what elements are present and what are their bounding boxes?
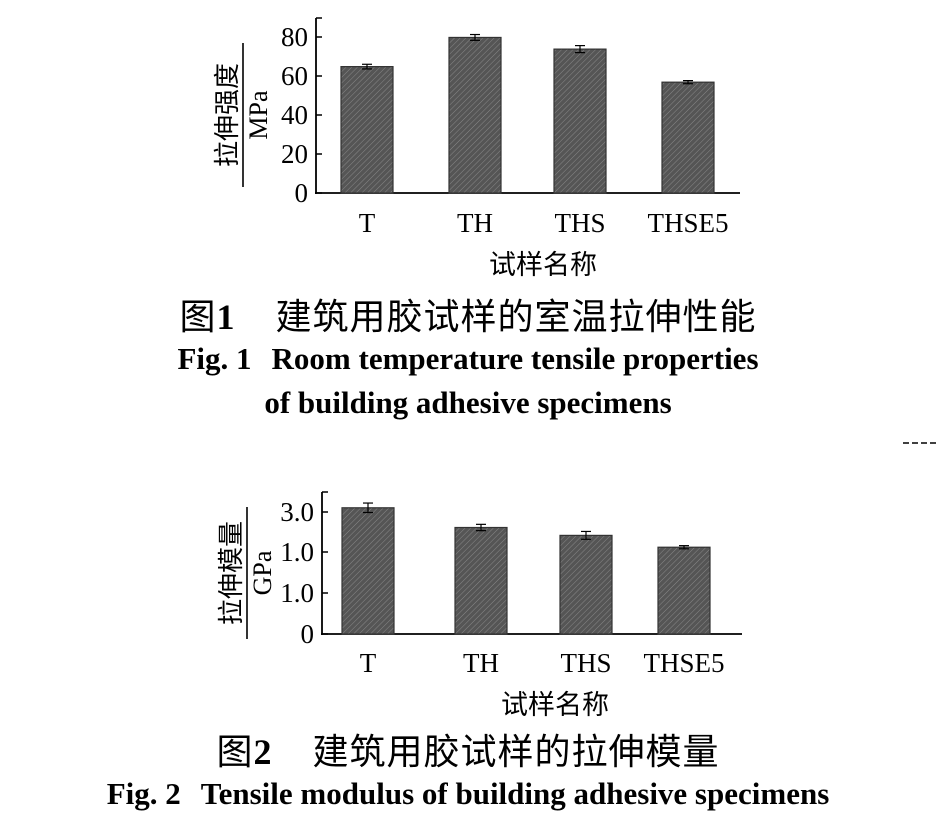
y-axis-label-unit: MPa — [244, 90, 273, 140]
y-axis-label-quantity: 拉伸强度 — [213, 63, 243, 167]
figure2-title-en: Tensile modulus of building adhesive spe… — [200, 776, 830, 811]
bar — [553, 48, 607, 194]
y-tick-label: 20 — [281, 139, 308, 169]
x-tick-label: T — [360, 648, 377, 678]
tensile-strength-chart: 0 20 40 60 80 T TH THS THSE5 试样名称 拉伸强度 MPa — [213, 17, 740, 281]
y-axis-label-quantity: 拉伸模量 — [217, 521, 247, 625]
figure1-label-cn: 图 — [179, 297, 217, 338]
figure2-number-en: Fig. 2 — [106, 776, 181, 811]
bar — [661, 81, 715, 194]
bar — [454, 526, 508, 635]
figure1-number-cn: 1 — [216, 297, 236, 337]
figure2-number-cn: 2 — [253, 732, 273, 772]
x-tick-label: THSE5 — [648, 208, 729, 238]
figure1-caption-en-line1: Fig. 1 Room temperature tensile propertie… — [0, 341, 936, 377]
figure1-title-cn: 建筑用胶试样的室温拉伸性能 — [275, 297, 757, 338]
y-axis-label-unit: GPa — [248, 550, 277, 595]
bar — [341, 507, 395, 635]
y-tick-label: 0 — [301, 619, 315, 649]
bar — [340, 66, 394, 194]
x-tick-label: TH — [457, 208, 493, 238]
y-tick-label: 0 — [295, 178, 309, 208]
bar — [657, 546, 711, 635]
y-axis-label: 拉伸强度 MPa — [213, 43, 273, 187]
y-tick-label: 3.0 — [280, 497, 314, 527]
y-axis-label: 拉伸模量 GPa — [217, 507, 277, 639]
x-axis-label: 试样名称 — [501, 690, 609, 721]
x-tick-label: T — [359, 208, 376, 238]
figure1-title-en-1: Room temperature tensile properties — [271, 341, 759, 376]
x-tick-label: THS — [560, 648, 611, 678]
x-tick-label: THSE5 — [644, 648, 725, 678]
figure2-title-cn: 建筑用胶试样的拉伸模量 — [312, 732, 720, 773]
bar — [448, 36, 502, 194]
x-axis-label: 试样名称 — [489, 250, 597, 281]
figure2-caption-en: Fig. 2 Tensile modulus of building adhesi… — [0, 776, 936, 812]
figure1-number-en: Fig. 1 — [177, 341, 252, 376]
x-tick-label: THS — [554, 208, 605, 238]
y-tick-label: 1.0 — [280, 578, 314, 608]
y-tick-label: 60 — [281, 61, 308, 91]
y-tick-label: 1.0 — [280, 537, 314, 567]
y-tick-label: 80 — [281, 22, 308, 52]
figure1-caption-en-line2: of building adhesive specimens — [264, 385, 672, 420]
y-tick-label: 40 — [281, 100, 308, 130]
bar — [559, 534, 613, 635]
x-tick-label: TH — [463, 648, 499, 678]
figure2-label-cn: 图 — [216, 732, 254, 773]
tensile-modulus-chart: 0 1.0 1.0 3.0 T TH THS THSE5 试样名称 拉伸模量 GPa — [217, 491, 742, 721]
figure2-caption-cn: 图2 建筑用胶试样的拉伸模量 — [0, 723, 936, 775]
figure1-caption-cn: 图1 建筑用胶试样的室温拉伸性能 — [0, 288, 936, 340]
page-edge-mark — [903, 442, 936, 444]
